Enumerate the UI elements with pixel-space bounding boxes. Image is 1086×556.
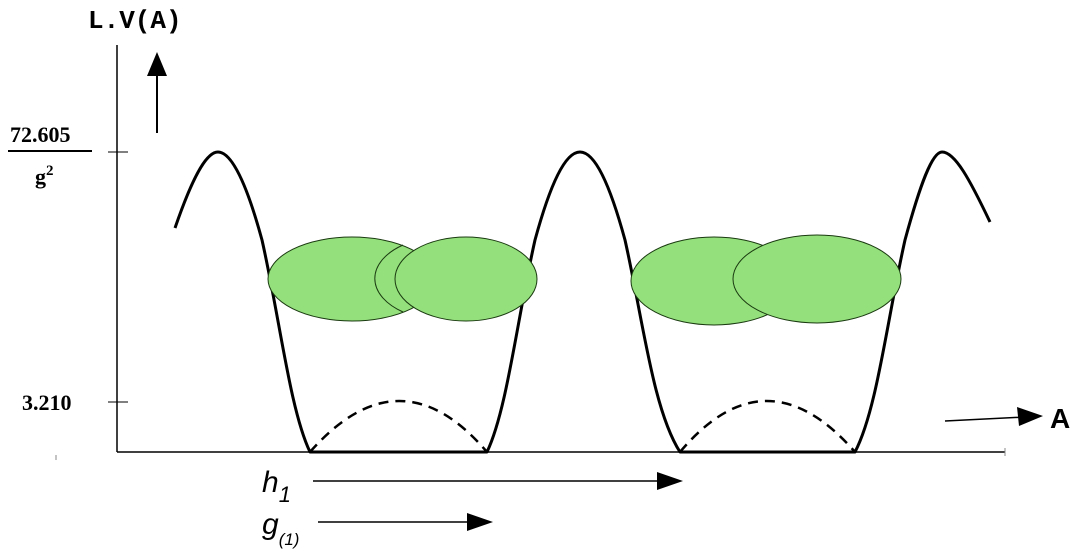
dashed-hump-left	[309, 399, 488, 453]
ellipse-right-2	[732, 234, 902, 324]
g1-label: g(1)	[262, 508, 299, 549]
h1-label: h1	[262, 466, 291, 507]
dashed-hump-right	[679, 399, 856, 453]
ellipse-pair-right	[630, 234, 902, 326]
ellipse-left-overlap-arc	[374, 244, 404, 313]
ellipse-pair-left	[267, 236, 538, 322]
y-axis-title: L.V(A)	[88, 6, 182, 36]
potential-curve	[173, 150, 992, 454]
ellipse-left-2	[394, 236, 538, 322]
y-tick-bottom-label: 3.210	[22, 390, 72, 415]
y-tick-top-numerator: 72.605	[10, 122, 71, 147]
y-axis-arrow	[147, 52, 167, 133]
x-axis-arrow	[944, 407, 1043, 426]
g1-arrow	[318, 513, 493, 531]
y-tick-top-denominator: g2	[35, 163, 54, 189]
h1-arrow	[313, 472, 683, 490]
x-axis-title: A	[1050, 403, 1070, 434]
